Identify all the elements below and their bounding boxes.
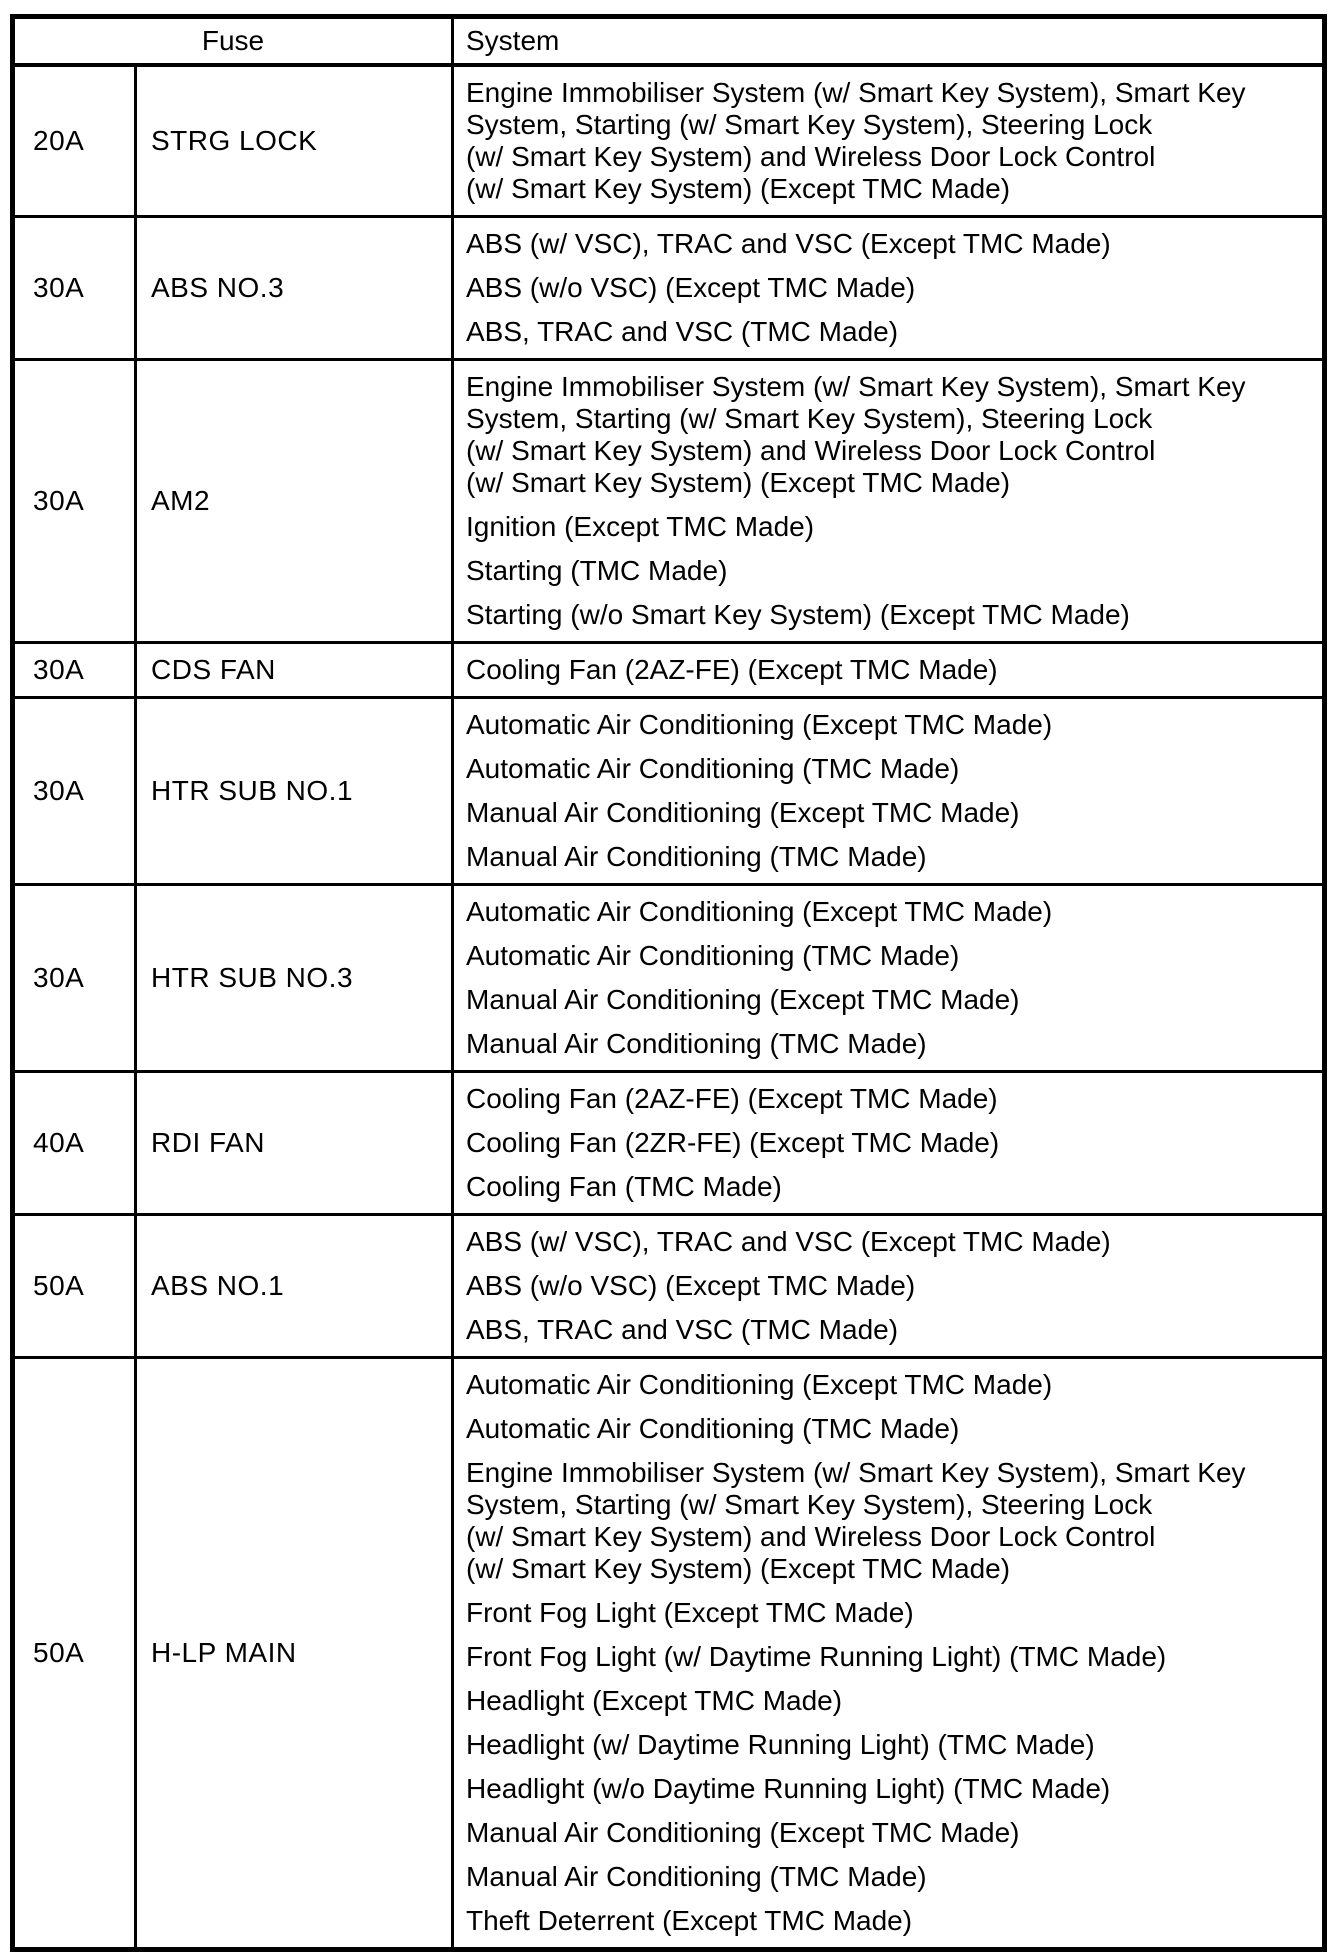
system-entry: Engine Immobiliser System (w/ Smart Key … xyxy=(466,371,1246,498)
system-entry: Manual Air Conditioning (Except TMC Made… xyxy=(466,797,1020,828)
system-entry: ABS (w/o VSC) (Except TMC Made) xyxy=(466,272,916,303)
system-entry: ABS (w/ VSC), TRAC and VSC (Except TMC M… xyxy=(466,1226,1111,1257)
system-cell: Engine Immobiliser System (w/ Smart Key … xyxy=(451,63,1326,218)
table-row: 20A STRG LOCK Engine Immobiliser System (w… xyxy=(11,63,1326,218)
table-row: 30A AM2 Engine Immobiliser System (w/ Smar… xyxy=(11,358,1326,644)
fuse-name: HTR SUB NO.3 xyxy=(134,883,454,1073)
table-row: 40A RDI FAN Cooling Fan (2AZ-FE) (Except T… xyxy=(11,1070,1326,1216)
system-entry: Engine Immobiliser System (w/ Smart Key … xyxy=(466,77,1246,204)
fuse-name: CDS FAN xyxy=(134,641,454,699)
system-entry: Cooling Fan (TMC Made) xyxy=(466,1171,782,1202)
system-column-header: System xyxy=(451,15,1326,67)
fuse-name: RDI FAN xyxy=(134,1070,454,1216)
fuse-amperage: 30A xyxy=(11,641,137,699)
fuse-amperage: 30A xyxy=(11,215,137,361)
system-entry: Cooling Fan (2AZ-FE) (Except TMC Made) xyxy=(466,1083,998,1114)
fuse-name: ABS NO.3 xyxy=(134,215,454,361)
system-entry: Theft Deterrent (Except TMC Made) xyxy=(466,1905,913,1936)
system-entry: Front Fog Light (w/ Daytime Running Ligh… xyxy=(466,1641,1167,1672)
header-row: Fuse System xyxy=(11,15,1326,67)
system-entry: Starting (w/o Smart Key System) (Except … xyxy=(466,599,1130,630)
system-entry: Manual Air Conditioning (TMC Made) xyxy=(466,841,927,872)
system-entry: Ignition (Except TMC Made) xyxy=(466,511,815,542)
system-entry: Headlight (Except TMC Made) xyxy=(466,1685,843,1716)
system-entry: ABS (w/o VSC) (Except TMC Made) xyxy=(466,1270,916,1301)
system-entry: Cooling Fan (2ZR-FE) (Except TMC Made) xyxy=(466,1127,1000,1158)
fuse-amperage: 40A xyxy=(11,1070,137,1216)
fuse-amperage: 30A xyxy=(11,358,137,644)
fuse-name: STRG LOCK xyxy=(134,63,454,218)
system-entry: Manual Air Conditioning (TMC Made) xyxy=(466,1861,927,1892)
fuse-table-body: 20A STRG LOCK Engine Immobiliser System (w… xyxy=(11,63,1326,1951)
system-entry: Automatic Air Conditioning (Except TMC M… xyxy=(466,709,1053,740)
system-entry: ABS (w/ VSC), TRAC and VSC (Except TMC M… xyxy=(466,228,1111,259)
system-cell: Cooling Fan (2AZ-FE) (Except TMC Made) xyxy=(451,641,1326,699)
system-entry: ABS, TRAC and VSC (TMC Made) xyxy=(466,1314,899,1345)
fuse-amperage: 30A xyxy=(11,883,137,1073)
system-entry: Manual Air Conditioning (TMC Made) xyxy=(466,1028,927,1059)
fuse-name: HTR SUB NO.1 xyxy=(134,696,454,886)
system-entry: Automatic Air Conditioning (TMC Made) xyxy=(466,753,960,784)
system-entry: Headlight (w/ Daytime Running Light) (TM… xyxy=(466,1729,1095,1760)
fuse-name: H-LP MAIN xyxy=(134,1356,454,1951)
system-cell: Engine Immobiliser System (w/ Smart Key … xyxy=(451,358,1326,644)
system-entry: Automatic Air Conditioning (TMC Made) xyxy=(466,1413,960,1444)
system-entry: Starting (TMC Made) xyxy=(466,555,728,586)
system-entry: Automatic Air Conditioning (TMC Made) xyxy=(466,940,960,971)
fuse-amperage: 50A xyxy=(11,1356,137,1951)
system-entry: Cooling Fan (2AZ-FE) (Except TMC Made) xyxy=(466,654,998,685)
table-row: 30A CDS FAN Cooling Fan (2AZ-FE) (Except T… xyxy=(11,641,1326,699)
system-cell: Automatic Air Conditioning (Except TMC M… xyxy=(451,883,1326,1073)
system-entry: Manual Air Conditioning (Except TMC Made… xyxy=(466,1817,1020,1848)
table-row: 50A ABS NO.1 ABS (w/ VSC), TRAC and VSC (E… xyxy=(11,1213,1326,1359)
system-entry: Automatic Air Conditioning (Except TMC M… xyxy=(466,1369,1053,1400)
fuse-name: AM2 xyxy=(134,358,454,644)
table-row: 50A H-LP MAIN Automatic Air Conditioning (… xyxy=(11,1356,1326,1951)
table-row: 30A HTR SUB NO.1 Automatic Air Conditionin… xyxy=(11,696,1326,886)
fuse-column-header: Fuse xyxy=(11,15,454,67)
system-entry: ABS, TRAC and VSC (TMC Made) xyxy=(466,316,899,347)
system-entry: Front Fog Light (Except TMC Made) xyxy=(466,1597,914,1628)
system-cell: ABS (w/ VSC), TRAC and VSC (Except TMC M… xyxy=(451,215,1326,361)
system-entry: Manual Air Conditioning (Except TMC Made… xyxy=(466,984,1020,1015)
fuse-table: Fuse System 20A STRG LOCK Engine Immobilis… xyxy=(10,14,1327,1952)
table-row: 30A HTR SUB NO.3 Automatic Air Conditionin… xyxy=(11,883,1326,1073)
system-cell: Automatic Air Conditioning (Except TMC M… xyxy=(451,696,1326,886)
table-row: 30A ABS NO.3 ABS (w/ VSC), TRAC and VSC (E… xyxy=(11,215,1326,361)
fuse-amperage: 30A xyxy=(11,696,137,886)
system-entry: Automatic Air Conditioning (Except TMC M… xyxy=(466,896,1053,927)
fuse-amperage: 50A xyxy=(11,1213,137,1359)
fuse-name: ABS NO.1 xyxy=(134,1213,454,1359)
system-cell: Cooling Fan (2AZ-FE) (Except TMC Made) Co… xyxy=(451,1070,1326,1216)
system-cell: Automatic Air Conditioning (Except TMC M… xyxy=(451,1356,1326,1951)
system-entry: Headlight (w/o Daytime Running Light) (T… xyxy=(466,1773,1111,1804)
fuse-amperage: 20A xyxy=(11,63,137,218)
system-cell: ABS (w/ VSC), TRAC and VSC (Except TMC M… xyxy=(451,1213,1326,1359)
system-entry: Engine Immobiliser System (w/ Smart Key … xyxy=(466,1457,1246,1584)
